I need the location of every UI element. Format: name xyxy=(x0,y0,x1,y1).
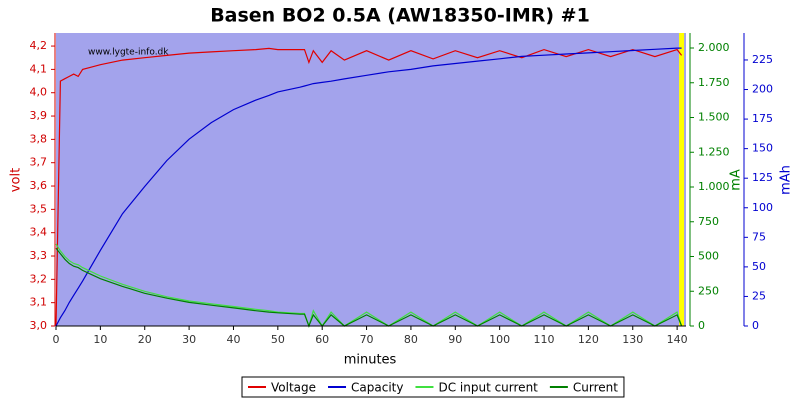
y2-tick-label: 500 xyxy=(698,250,719,263)
x-tick-label: 130 xyxy=(622,333,643,346)
legend-label: Capacity xyxy=(351,381,403,395)
legend-label: Voltage xyxy=(271,381,316,395)
y-tick-label: 3,6 xyxy=(30,179,48,192)
x-tick-label: 50 xyxy=(271,333,285,346)
y3-tick-label: 25 xyxy=(752,289,766,302)
x-tick-label: 120 xyxy=(578,333,599,346)
y3-tick-label: 75 xyxy=(752,230,766,243)
y3-tick-label: 200 xyxy=(752,83,773,96)
y3-tick-label: 125 xyxy=(752,171,773,184)
x-tick-label: 0 xyxy=(53,333,60,346)
y3-tick-label: 100 xyxy=(752,201,773,214)
y-tick-label: 3,5 xyxy=(30,202,48,215)
y3-tick-label: 0 xyxy=(752,319,759,332)
y-tick-label: 4,1 xyxy=(30,62,48,75)
y3-tick-label: 225 xyxy=(752,53,773,66)
y-tick-label: 3,8 xyxy=(30,132,48,145)
y-tick-label: 3,1 xyxy=(30,296,48,309)
y2-tick-label: 1.000 xyxy=(698,180,730,193)
y-tick-label: 3,3 xyxy=(30,249,48,262)
watermark: www.lygte-info.dk xyxy=(88,48,169,58)
x-tick-label: 20 xyxy=(138,333,152,346)
x-axis-label: minutes xyxy=(344,353,397,368)
y2-tick-label: 1.750 xyxy=(698,76,730,89)
x-tick-label: 140 xyxy=(667,333,688,346)
legend-label: DC input current xyxy=(438,381,538,395)
y-axis-label: volt xyxy=(9,168,24,192)
x-tick-label: 30 xyxy=(182,333,196,346)
y3-tick-label: 50 xyxy=(752,260,766,273)
y2-tick-label: 1.250 xyxy=(698,145,730,158)
y3-tick-label: 175 xyxy=(752,112,773,125)
y-tick-label: 3,2 xyxy=(30,272,48,285)
chart-title: Basen BO2 0.5A (AW18350-IMR) #1 xyxy=(210,5,590,27)
x-tick-label: 80 xyxy=(404,333,418,346)
x-tick-label: 90 xyxy=(448,333,462,346)
x-tick-label: 40 xyxy=(226,333,240,346)
x-tick-label: 10 xyxy=(93,333,107,346)
x-tick-label: 110 xyxy=(534,333,555,346)
y-tick-label: 3,9 xyxy=(30,109,48,122)
y-tick-label: 3,7 xyxy=(30,156,48,169)
y-tick-label: 3,4 xyxy=(30,226,48,239)
y2-tick-label: 1.500 xyxy=(698,111,730,124)
y2-tick-label: 0 xyxy=(698,319,705,332)
x-tick-label: 70 xyxy=(360,333,374,346)
y-tick-label: 4,2 xyxy=(30,39,48,52)
y-tick-label: 4,0 xyxy=(30,86,48,99)
y3-axis-label: mAh xyxy=(779,165,794,195)
y2-tick-label: 750 xyxy=(698,215,719,228)
legend: Voltage Capacity DC input current Current xyxy=(241,376,625,398)
x-tick-label: 100 xyxy=(489,333,510,346)
y-tick-label: 3,0 xyxy=(30,319,48,332)
y2-tick-label: 2.000 xyxy=(698,41,730,54)
marker-bar xyxy=(679,33,685,326)
series-line xyxy=(55,47,683,327)
y2-tick-label: 250 xyxy=(698,284,719,297)
y3-tick-label: 150 xyxy=(752,142,773,155)
y2-axis-label: mA xyxy=(729,169,744,191)
legend-label: Current xyxy=(573,381,618,395)
plot-background xyxy=(56,33,686,326)
x-tick-label: 60 xyxy=(315,333,329,346)
